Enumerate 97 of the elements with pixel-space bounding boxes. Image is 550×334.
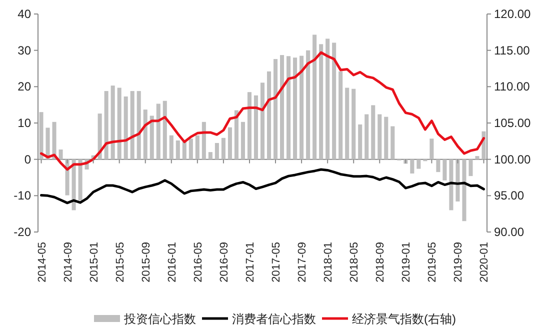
bar — [195, 135, 200, 160]
line-series — [40, 168, 485, 204]
bar — [143, 110, 148, 160]
bar — [462, 159, 466, 222]
x-tick-label: 2016-01 — [166, 242, 178, 282]
bar — [312, 34, 317, 160]
bar — [202, 122, 206, 160]
y-tick-label: 30 — [18, 43, 32, 58]
bar — [110, 86, 115, 160]
bar — [449, 159, 454, 210]
y2-tick-label: 95.00 — [494, 188, 524, 203]
bar — [384, 116, 388, 160]
line-series — [40, 51, 485, 171]
bar — [332, 42, 336, 160]
bar — [136, 91, 141, 160]
bar — [150, 116, 154, 160]
bar — [117, 88, 122, 160]
legend-label: 投资信心指数 — [123, 312, 196, 326]
x-tick-label: 2019-01 — [400, 242, 413, 282]
x-tick-label: 2015-05 — [114, 242, 126, 282]
bar — [378, 114, 382, 160]
bar — [104, 91, 108, 160]
x-tick-label: 2016-05 — [192, 242, 204, 282]
bar — [208, 152, 212, 160]
bar — [46, 128, 50, 160]
bar — [247, 92, 252, 160]
y-tick-label: 10 — [18, 116, 32, 130]
bar — [130, 91, 134, 160]
bar — [221, 138, 226, 160]
y2-tick-label: 120.00 — [494, 7, 532, 21]
y-tick-label: -20 — [14, 225, 32, 239]
legend-label: 经济景气指数(右轴) — [352, 312, 456, 326]
bar — [338, 71, 343, 160]
bar — [176, 140, 180, 160]
bar — [410, 159, 414, 174]
bar — [286, 56, 291, 160]
bar — [78, 159, 82, 200]
x-tick-label: 2015-09 — [140, 242, 152, 282]
bar — [156, 104, 160, 160]
bar — [468, 159, 473, 176]
bar — [58, 150, 63, 160]
bar — [228, 127, 232, 160]
y2-tick-label: 115.00 — [494, 43, 530, 58]
y2-tick-label: 105.00 — [494, 116, 532, 130]
bar — [326, 38, 330, 160]
bar — [430, 138, 434, 160]
bar — [240, 122, 245, 160]
y2-tick-label: 90.00 — [494, 225, 524, 239]
x-tick-label: 2018-09 — [374, 242, 387, 282]
bar — [39, 112, 44, 160]
x-tick-label: 2015-01 — [88, 242, 100, 282]
bar — [352, 88, 356, 160]
bar — [456, 159, 460, 202]
bar — [254, 95, 258, 160]
bar — [188, 138, 193, 160]
y-tick-label: -10 — [14, 188, 32, 203]
y-tick-label: 0 — [24, 152, 32, 166]
bar — [124, 96, 128, 160]
bar — [436, 159, 440, 172]
bar — [416, 159, 421, 169]
bar — [300, 56, 304, 160]
legend-label: 消费者信心指数 — [232, 312, 316, 326]
bar — [234, 110, 238, 160]
bar — [273, 59, 278, 160]
x-tick-label: 2018-05 — [348, 242, 361, 282]
bar — [162, 100, 167, 160]
x-tick-label: 2017-05 — [270, 242, 283, 282]
bar — [260, 82, 265, 160]
y-tick-label: 20 — [18, 80, 32, 94]
x-tick-label: 2017-09 — [296, 242, 309, 282]
x-tick-label: 2019-09 — [452, 242, 465, 282]
bar — [390, 126, 395, 160]
bar — [293, 58, 298, 160]
x-tick-label: 2019-05 — [426, 242, 439, 282]
bar — [306, 50, 310, 160]
bar — [214, 142, 219, 160]
bar — [319, 44, 324, 160]
bar — [475, 156, 480, 160]
x-tick-label: 2014-09 — [62, 242, 74, 282]
bar — [98, 114, 102, 160]
bar — [280, 55, 284, 160]
bar — [169, 135, 174, 160]
bar — [364, 114, 369, 160]
y2-tick-label: 100.00 — [494, 152, 532, 166]
bar — [442, 159, 447, 180]
x-tick-label: 2016-09 — [218, 242, 230, 282]
x-tick-label: 2018-01 — [322, 242, 335, 282]
bar — [345, 88, 350, 160]
y2-tick-label: 110.00 — [494, 80, 530, 94]
x-tick-label: 2017-01 — [244, 242, 256, 282]
bar — [266, 71, 272, 160]
bar — [371, 105, 376, 160]
bar — [358, 124, 362, 160]
x-tick-label: 2014-05 — [36, 242, 48, 282]
y-tick-label: 40 — [18, 7, 32, 21]
bar — [52, 122, 56, 160]
x-tick-label: 2020-01 — [478, 242, 491, 282]
